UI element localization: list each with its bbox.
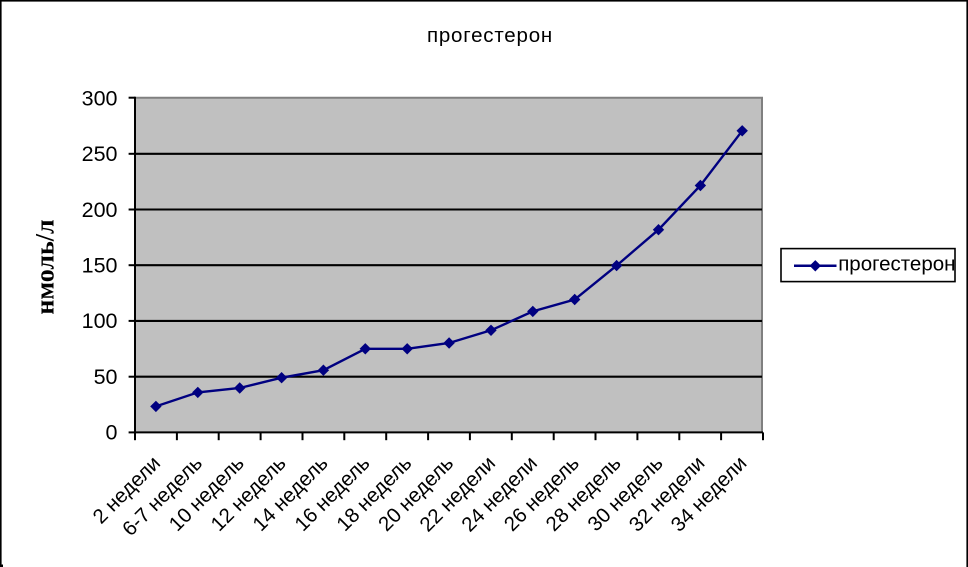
svg-text:прогестерон: прогестерон (427, 24, 553, 47)
svg-text:50: 50 (94, 365, 118, 389)
svg-text:прогестерон: прогестерон (838, 253, 955, 276)
svg-text:250: 250 (82, 142, 118, 166)
svg-text:200: 200 (82, 198, 118, 222)
svg-text:нмоль/л: нмоль/л (31, 219, 60, 314)
svg-text:100: 100 (82, 309, 118, 333)
svg-text:0: 0 (106, 421, 118, 445)
svg-text:150: 150 (82, 254, 118, 278)
svg-text:300: 300 (82, 86, 118, 110)
